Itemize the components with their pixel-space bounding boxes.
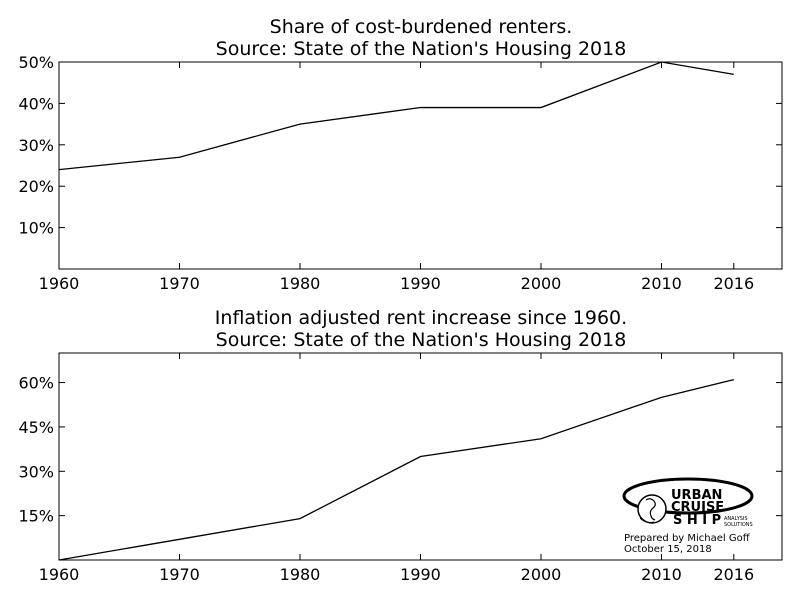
prepared-date-text: October 15, 2018	[624, 544, 712, 555]
axis-ticks	[58, 353, 782, 560]
axis-ticks	[58, 61, 782, 269]
y-tick-label: 30%	[18, 136, 54, 155]
y-tick-label: 50%	[18, 53, 54, 72]
x-tick-label: 1980	[280, 274, 321, 293]
x-tick-label: 2016	[713, 565, 754, 584]
axis-tick-labels: 1960 1970 1980 1990 2000 2010 2016 15% 30% 45% 60%	[18, 374, 754, 584]
series-line	[58, 61, 734, 171]
logo-tag-solutions: SOLUTIONS	[724, 522, 753, 528]
plot-frame	[58, 61, 783, 270]
chart-title: Inflation adjusted rent increase since 1…	[215, 307, 627, 329]
y-tick-label: 45%	[18, 418, 54, 437]
ship-wake-shape	[639, 517, 655, 523]
y-tick-label: 40%	[18, 94, 54, 113]
y-tick-label: 30%	[18, 462, 54, 481]
x-tick-label: 2010	[641, 274, 682, 293]
logo-word-ship: S H I P	[673, 513, 721, 528]
x-tick-label: 1990	[400, 565, 441, 584]
x-tick-label: 1990	[400, 274, 441, 293]
chart-subtitle: Source: State of the Nation's Housing 20…	[216, 38, 627, 60]
y-tick-label: 15%	[18, 507, 54, 526]
x-tick-label: 1960	[39, 274, 80, 293]
x-tick-label: 1960	[39, 565, 80, 584]
x-tick-label: 2000	[521, 274, 562, 293]
x-tick-label: 2000	[521, 565, 562, 584]
cost-burdened-chart: Share of cost-burdened renters. Source: …	[18, 16, 783, 293]
logo-word-cruise: CRUISE	[671, 500, 724, 515]
globe-continent-shape	[645, 498, 656, 521]
logo-ring	[622, 477, 754, 515]
prepared-by-text: Prepared by Michael Goff	[624, 533, 751, 544]
urban-cruise-ship-logo: URBAN CRUISE S H I P ANALYSIS SOLUTIONS …	[622, 477, 754, 555]
x-tick-label: 1970	[159, 274, 200, 293]
chart-subtitle: Source: State of the Nation's Housing 20…	[216, 329, 627, 351]
rent-increase-chart: Inflation adjusted rent increase since 1…	[18, 307, 783, 584]
logo-tag-analysis: ANALYSIS	[724, 516, 748, 522]
y-tick-label: 60%	[18, 374, 54, 393]
x-tick-label: 2016	[713, 274, 754, 293]
chart-title: Share of cost-burdened renters.	[270, 16, 573, 38]
series-line	[58, 378, 734, 561]
logo-word-urban: URBAN	[671, 488, 722, 503]
axis-tick-labels: 1960 1970 1980 1990 2000 2010 2016 10% 20% 30% 40%…	[18, 53, 754, 293]
x-tick-label: 2010	[641, 565, 682, 584]
y-tick-label: 10%	[18, 219, 54, 238]
y-tick-label: 20%	[18, 177, 54, 196]
x-tick-label: 1970	[159, 565, 200, 584]
x-tick-label: 1980	[280, 565, 321, 584]
